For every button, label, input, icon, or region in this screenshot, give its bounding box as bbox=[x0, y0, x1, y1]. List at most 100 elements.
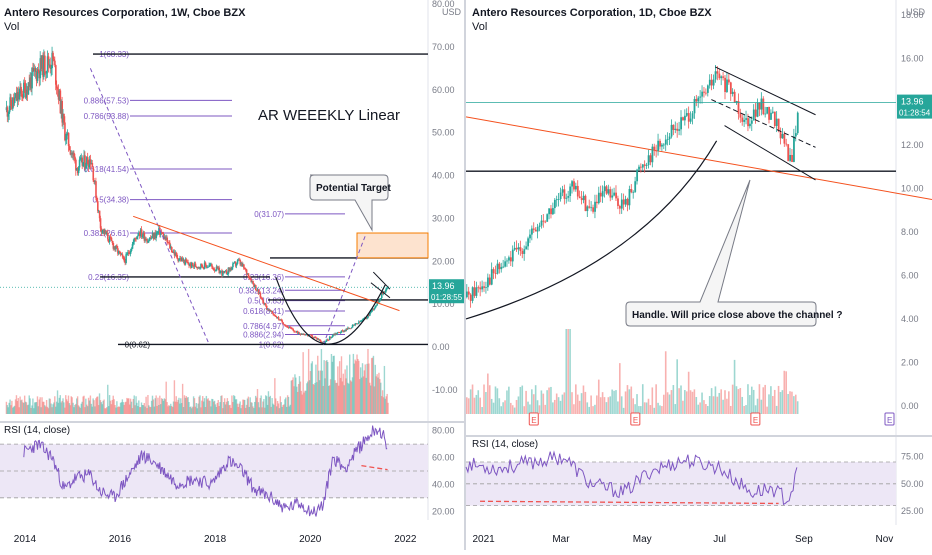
left-volume-bar bbox=[246, 398, 249, 414]
left-volume-bar bbox=[229, 404, 231, 414]
weekly-candle bbox=[110, 237, 113, 241]
earnings-marker[interactable] bbox=[630, 412, 641, 426]
weekly-candle bbox=[43, 55, 45, 77]
weekly-candle bbox=[379, 298, 381, 302]
left-volume-bar bbox=[192, 396, 195, 414]
weekly-candle bbox=[228, 267, 231, 271]
right-volume-bar bbox=[479, 397, 481, 414]
weekly-candle bbox=[242, 264, 244, 267]
left-volume-bar bbox=[208, 400, 210, 414]
left-volume-bar bbox=[217, 400, 219, 414]
weekly-candle bbox=[150, 237, 153, 239]
left-volume-bar bbox=[194, 406, 197, 414]
earnings-marker-future[interactable] bbox=[884, 412, 895, 426]
weekly-candle bbox=[294, 331, 296, 333]
left-volume-bar bbox=[66, 401, 69, 414]
daily-candle bbox=[706, 85, 709, 93]
weekly-candle bbox=[136, 236, 138, 240]
weekly-candle bbox=[325, 340, 327, 343]
weekly-candle bbox=[14, 93, 17, 98]
right-volume-bar bbox=[502, 402, 504, 414]
left-volume-bar bbox=[335, 382, 337, 414]
weekly-candle bbox=[44, 72, 47, 74]
weekly-candle bbox=[120, 254, 123, 256]
daily-candle bbox=[576, 185, 579, 197]
left-volume-bar bbox=[163, 398, 166, 414]
daily-candle bbox=[603, 186, 606, 192]
left-volume-bar bbox=[378, 372, 380, 414]
weekly-candle bbox=[199, 267, 201, 269]
weekly-candle bbox=[221, 270, 223, 276]
left-volume-bar bbox=[60, 402, 62, 414]
right-volume-bar bbox=[557, 397, 560, 414]
weekly-candle bbox=[135, 238, 137, 240]
right-volume-bar bbox=[706, 405, 709, 414]
weekly-candle bbox=[302, 334, 305, 335]
weekly-candle bbox=[24, 85, 27, 98]
right-volume-bar bbox=[588, 406, 591, 414]
daily-candle bbox=[662, 144, 665, 146]
fib-level-label: 0.886(57.53) bbox=[84, 96, 130, 105]
left-volume-bar bbox=[358, 360, 360, 414]
left-volume-bar bbox=[370, 358, 373, 414]
left-volume-bar bbox=[123, 404, 125, 414]
earnings-marker[interactable] bbox=[750, 412, 761, 426]
right-volume-bar bbox=[488, 385, 491, 414]
right-volume-bar bbox=[525, 390, 527, 414]
left-volume-bar bbox=[232, 401, 234, 414]
left-volume-bar bbox=[189, 407, 191, 414]
weekly-candle bbox=[267, 309, 270, 311]
downtrend-line bbox=[132, 215, 400, 312]
left-volume-bar bbox=[308, 380, 311, 414]
daily-candle bbox=[532, 228, 535, 230]
right-volume-bar bbox=[494, 386, 497, 414]
weekly-candle bbox=[21, 90, 23, 98]
left-volume-bar bbox=[86, 406, 89, 414]
left-volume-bar bbox=[167, 406, 169, 414]
weekly-candle bbox=[296, 331, 299, 334]
earnings-marker[interactable] bbox=[528, 412, 539, 426]
right-volume-bar bbox=[756, 398, 759, 414]
left-volume-bar bbox=[30, 407, 32, 414]
weekly-candle bbox=[335, 333, 337, 335]
daily-candle bbox=[509, 257, 512, 262]
left-volume-bar bbox=[345, 378, 347, 414]
weekly-candle bbox=[60, 100, 63, 114]
daily-candle bbox=[544, 221, 547, 223]
daily-candle bbox=[712, 79, 715, 86]
weekly-candle bbox=[52, 52, 54, 60]
daily-candle bbox=[599, 192, 602, 197]
right-volume-bar bbox=[580, 393, 583, 414]
right-volume-bar bbox=[611, 389, 613, 414]
daily-candle bbox=[777, 118, 780, 131]
left-volume-bar bbox=[10, 405, 12, 414]
left-volume-bar bbox=[37, 406, 40, 414]
daily-candle bbox=[653, 146, 656, 151]
weekly-candle bbox=[128, 252, 130, 254]
left-volume-bar bbox=[141, 405, 144, 414]
fib-level-label: 0.5(34.38) bbox=[93, 196, 130, 205]
left-volume-bar bbox=[271, 398, 273, 414]
weekly-candle bbox=[121, 254, 124, 257]
left-volume-bar bbox=[268, 396, 271, 414]
weekly-candle bbox=[283, 324, 285, 326]
weekly-candle bbox=[377, 301, 379, 303]
weekly-candle bbox=[47, 56, 50, 65]
fib-level-label: 0.618(8.41) bbox=[243, 307, 284, 316]
left-volume-bar bbox=[301, 394, 303, 414]
right-volume-bar bbox=[661, 406, 663, 414]
left-volume-bar bbox=[74, 404, 76, 414]
right-volume-bar bbox=[475, 394, 478, 414]
weekly-candle bbox=[317, 338, 319, 340]
daily-candle bbox=[789, 154, 792, 161]
right-volume-bar bbox=[726, 398, 728, 414]
left-volume-bar bbox=[289, 404, 292, 414]
daily-candle bbox=[565, 197, 568, 199]
left-volume-bar bbox=[17, 398, 19, 414]
left-volume-bar bbox=[387, 402, 389, 414]
left-volume-bar bbox=[310, 363, 313, 414]
left-volume-bar bbox=[22, 402, 24, 414]
daily-candle bbox=[490, 269, 493, 285]
weekly-candle bbox=[183, 259, 186, 265]
left-volume-bar bbox=[23, 395, 26, 414]
